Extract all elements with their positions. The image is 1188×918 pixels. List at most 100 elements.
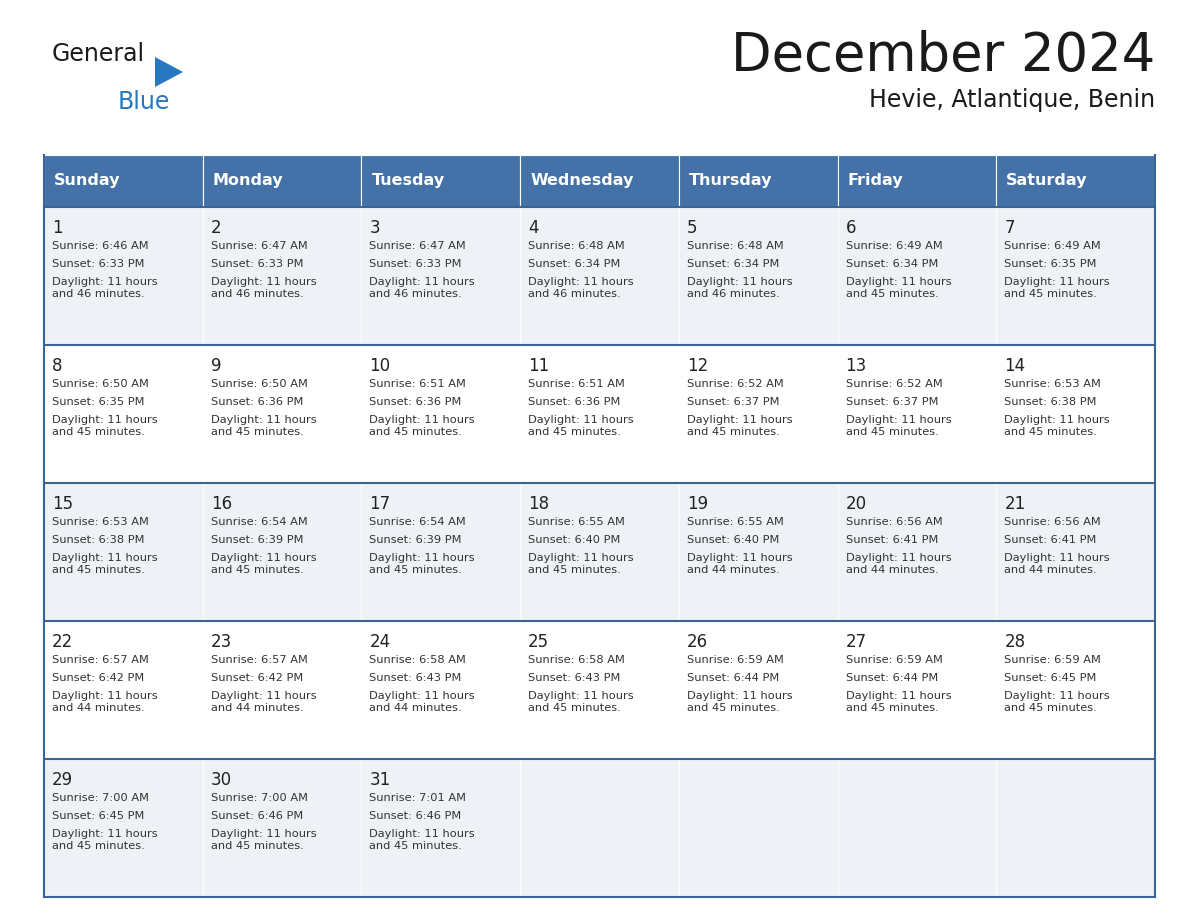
Text: 15: 15	[52, 495, 74, 513]
Text: Sunrise: 6:58 AM: Sunrise: 6:58 AM	[529, 655, 625, 665]
Text: Sunrise: 6:52 AM: Sunrise: 6:52 AM	[846, 379, 942, 389]
Text: 13: 13	[846, 357, 867, 375]
Text: Sunrise: 7:00 AM: Sunrise: 7:00 AM	[210, 793, 308, 803]
Text: Sunrise: 7:01 AM: Sunrise: 7:01 AM	[369, 793, 467, 803]
Text: 18: 18	[529, 495, 549, 513]
Text: 8: 8	[52, 357, 63, 375]
Bar	[838, 345, 997, 483]
Text: Sunset: 6:45 PM: Sunset: 6:45 PM	[52, 811, 145, 821]
Bar	[997, 155, 1155, 207]
Text: December 2024: December 2024	[731, 30, 1155, 82]
Text: Sunrise: 6:58 AM: Sunrise: 6:58 AM	[369, 655, 467, 665]
Text: Daylight: 11 hours
and 44 minutes.: Daylight: 11 hours and 44 minutes.	[687, 553, 792, 575]
Bar	[203, 345, 361, 483]
Text: Sunset: 6:40 PM: Sunset: 6:40 PM	[529, 535, 620, 545]
Bar	[520, 483, 678, 621]
Text: Daylight: 11 hours
and 45 minutes.: Daylight: 11 hours and 45 minutes.	[210, 829, 316, 851]
Text: 16: 16	[210, 495, 232, 513]
Text: 20: 20	[846, 495, 867, 513]
Text: 21: 21	[1004, 495, 1025, 513]
Text: 10: 10	[369, 357, 391, 375]
Bar	[44, 483, 203, 621]
Polygon shape	[154, 57, 183, 87]
Text: Sunrise: 6:56 AM: Sunrise: 6:56 AM	[1004, 517, 1101, 527]
Text: Daylight: 11 hours
and 45 minutes.: Daylight: 11 hours and 45 minutes.	[529, 415, 633, 437]
Text: Daylight: 11 hours
and 44 minutes.: Daylight: 11 hours and 44 minutes.	[1004, 553, 1110, 575]
Text: 28: 28	[1004, 633, 1025, 651]
Text: 7: 7	[1004, 219, 1015, 237]
Text: Sunrise: 6:55 AM: Sunrise: 6:55 AM	[529, 517, 625, 527]
Bar	[203, 207, 361, 345]
Bar	[44, 621, 203, 759]
Text: Sunset: 6:41 PM: Sunset: 6:41 PM	[1004, 535, 1097, 545]
Text: Daylight: 11 hours
and 45 minutes.: Daylight: 11 hours and 45 minutes.	[1004, 691, 1110, 712]
Text: Sunrise: 6:51 AM: Sunrise: 6:51 AM	[529, 379, 625, 389]
Text: Blue: Blue	[118, 90, 170, 114]
Bar	[203, 759, 361, 897]
Text: Sunrise: 6:46 AM: Sunrise: 6:46 AM	[52, 241, 148, 251]
Text: Sunrise: 6:55 AM: Sunrise: 6:55 AM	[687, 517, 784, 527]
Text: Daylight: 11 hours
and 45 minutes.: Daylight: 11 hours and 45 minutes.	[529, 691, 633, 712]
Text: Thursday: Thursday	[689, 174, 772, 188]
Text: Daylight: 11 hours
and 46 minutes.: Daylight: 11 hours and 46 minutes.	[529, 277, 633, 298]
Text: Sunrise: 6:50 AM: Sunrise: 6:50 AM	[52, 379, 148, 389]
Bar	[997, 621, 1155, 759]
Bar	[678, 759, 838, 897]
Text: Sunrise: 6:54 AM: Sunrise: 6:54 AM	[369, 517, 466, 527]
Text: Sunrise: 6:57 AM: Sunrise: 6:57 AM	[210, 655, 308, 665]
Text: Monday: Monday	[213, 174, 284, 188]
Text: Daylight: 11 hours
and 46 minutes.: Daylight: 11 hours and 46 minutes.	[52, 277, 158, 298]
Text: Sunrise: 6:53 AM: Sunrise: 6:53 AM	[52, 517, 148, 527]
Bar	[520, 155, 678, 207]
Text: Sunrise: 6:51 AM: Sunrise: 6:51 AM	[369, 379, 467, 389]
Text: 3: 3	[369, 219, 380, 237]
Bar	[203, 155, 361, 207]
Text: Sunrise: 7:00 AM: Sunrise: 7:00 AM	[52, 793, 148, 803]
Bar	[678, 155, 838, 207]
Text: Daylight: 11 hours
and 45 minutes.: Daylight: 11 hours and 45 minutes.	[369, 553, 475, 575]
Text: Daylight: 11 hours
and 46 minutes.: Daylight: 11 hours and 46 minutes.	[369, 277, 475, 298]
Bar	[520, 345, 678, 483]
Text: Sunset: 6:37 PM: Sunset: 6:37 PM	[846, 397, 939, 407]
Text: Sunset: 6:34 PM: Sunset: 6:34 PM	[529, 259, 620, 269]
Text: 26: 26	[687, 633, 708, 651]
Text: Sunset: 6:46 PM: Sunset: 6:46 PM	[210, 811, 303, 821]
Text: Daylight: 11 hours
and 45 minutes.: Daylight: 11 hours and 45 minutes.	[52, 829, 158, 851]
Text: 22: 22	[52, 633, 74, 651]
Text: Daylight: 11 hours
and 45 minutes.: Daylight: 11 hours and 45 minutes.	[1004, 415, 1110, 437]
Text: Sunrise: 6:49 AM: Sunrise: 6:49 AM	[1004, 241, 1101, 251]
Text: 12: 12	[687, 357, 708, 375]
Text: 6: 6	[846, 219, 857, 237]
Text: 29: 29	[52, 771, 74, 789]
Text: Sunset: 6:39 PM: Sunset: 6:39 PM	[369, 535, 462, 545]
Text: 4: 4	[529, 219, 538, 237]
Text: Sunrise: 6:53 AM: Sunrise: 6:53 AM	[1004, 379, 1101, 389]
Text: Sunset: 6:34 PM: Sunset: 6:34 PM	[687, 259, 779, 269]
Text: Daylight: 11 hours
and 45 minutes.: Daylight: 11 hours and 45 minutes.	[687, 415, 792, 437]
Text: Sunset: 6:35 PM: Sunset: 6:35 PM	[1004, 259, 1097, 269]
Text: Daylight: 11 hours
and 45 minutes.: Daylight: 11 hours and 45 minutes.	[687, 691, 792, 712]
Text: Sunset: 6:37 PM: Sunset: 6:37 PM	[687, 397, 779, 407]
Bar	[997, 483, 1155, 621]
Text: Sunset: 6:42 PM: Sunset: 6:42 PM	[210, 673, 303, 683]
Bar	[203, 483, 361, 621]
Text: 9: 9	[210, 357, 221, 375]
Bar	[997, 345, 1155, 483]
Text: 30: 30	[210, 771, 232, 789]
Text: 25: 25	[529, 633, 549, 651]
Text: 1: 1	[52, 219, 63, 237]
Bar	[361, 345, 520, 483]
Text: Sunset: 6:36 PM: Sunset: 6:36 PM	[529, 397, 620, 407]
Text: Sunrise: 6:59 AM: Sunrise: 6:59 AM	[687, 655, 784, 665]
Bar	[44, 155, 203, 207]
Bar	[838, 483, 997, 621]
Text: Saturday: Saturday	[1006, 174, 1088, 188]
Text: Sunrise: 6:50 AM: Sunrise: 6:50 AM	[210, 379, 308, 389]
Text: Sunset: 6:39 PM: Sunset: 6:39 PM	[210, 535, 303, 545]
Bar	[361, 621, 520, 759]
Text: Tuesday: Tuesday	[372, 174, 444, 188]
Text: 11: 11	[529, 357, 549, 375]
Text: Daylight: 11 hours
and 45 minutes.: Daylight: 11 hours and 45 minutes.	[846, 277, 952, 298]
Bar	[838, 155, 997, 207]
Text: Sunrise: 6:47 AM: Sunrise: 6:47 AM	[210, 241, 308, 251]
